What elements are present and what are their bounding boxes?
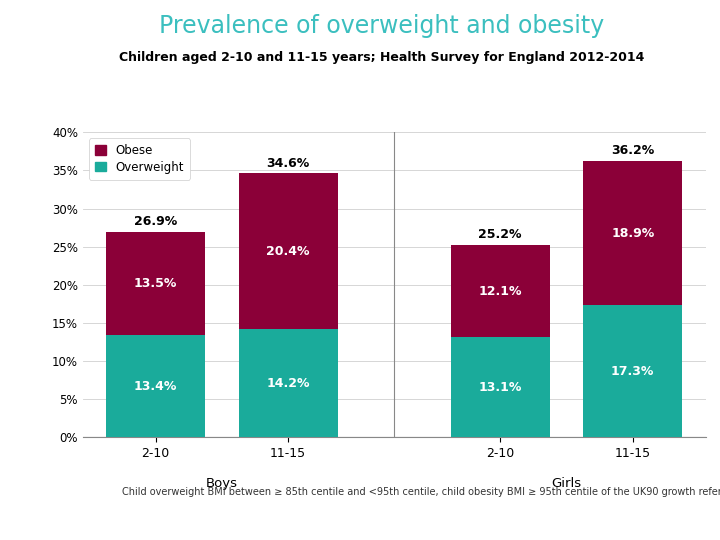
Text: Child overweight BMI between ≥ 85th centile and <95th centile, child obesity BMI: Child overweight BMI between ≥ 85th cent… (122, 487, 720, 497)
Bar (106, 232, 205, 335)
Text: Link between health & wellbeing and attainment: Link between health & wellbeing and atta… (72, 513, 398, 526)
Text: 12.1%: 12.1% (479, 285, 522, 298)
Text: 13.4%: 13.4% (134, 380, 177, 393)
Text: 36.2%: 36.2% (611, 145, 654, 158)
Legend: Obese, Overweight: Obese, Overweight (89, 138, 190, 180)
Text: 11: 11 (18, 513, 37, 526)
Text: Prevalence of overweight and obesity: Prevalence of overweight and obesity (159, 14, 604, 37)
Bar (451, 245, 550, 338)
Text: 13.5%: 13.5% (134, 277, 177, 290)
Text: 26.9%: 26.9% (134, 215, 177, 228)
Bar (583, 306, 683, 437)
Text: Girls: Girls (552, 477, 582, 490)
Text: Boys: Boys (206, 477, 238, 490)
Text: 17.3%: 17.3% (611, 365, 654, 378)
Bar (106, 335, 205, 437)
Bar (583, 161, 683, 306)
Text: 13.1%: 13.1% (479, 381, 522, 394)
Bar (238, 173, 338, 329)
Text: 18.9%: 18.9% (611, 227, 654, 240)
Text: Children aged 2-10 and 11-15 years; Health Survey for England 2012-2014: Children aged 2-10 and 11-15 years; Heal… (119, 51, 644, 64)
Text: 34.6%: 34.6% (266, 157, 310, 170)
Bar (451, 338, 550, 437)
Bar (238, 329, 338, 437)
Text: 20.4%: 20.4% (266, 245, 310, 258)
Text: 14.2%: 14.2% (266, 377, 310, 390)
Text: 25.2%: 25.2% (479, 228, 522, 241)
